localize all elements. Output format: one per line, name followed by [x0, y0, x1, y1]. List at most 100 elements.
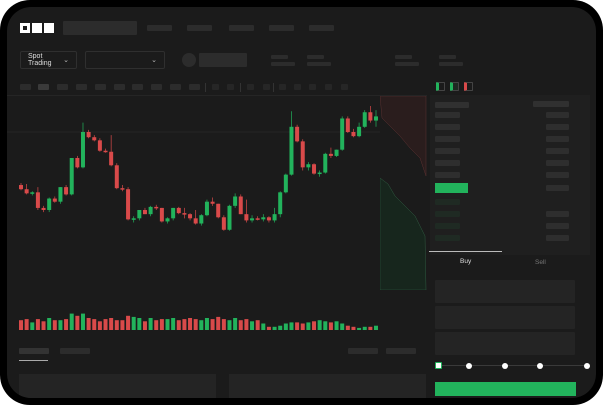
timeframe-button[interactable] — [20, 84, 31, 90]
volume-bar — [334, 321, 339, 330]
drawing-tool-icon[interactable] — [309, 84, 316, 90]
volume-bar — [345, 325, 350, 330]
price-input[interactable] — [435, 280, 575, 303]
orderbook-both-icon[interactable] — [436, 82, 445, 91]
timeframe-button[interactable] — [38, 84, 49, 90]
slider-stop-50[interactable] — [502, 363, 508, 369]
buy-button[interactable] — [435, 382, 576, 396]
nav-item[interactable] — [187, 25, 212, 31]
tab-buy[interactable]: Buy — [460, 258, 472, 265]
volume-bar — [362, 326, 367, 330]
timeframe-button[interactable] — [76, 84, 87, 90]
drawing-tool-icon[interactable] — [247, 84, 254, 90]
candle — [114, 165, 119, 189]
volume-bar — [64, 319, 69, 330]
filter-button[interactable] — [386, 348, 416, 354]
orderbook-bids-icon[interactable] — [450, 82, 459, 91]
candle — [374, 116, 378, 121]
candle — [193, 218, 198, 224]
candle — [92, 137, 97, 141]
candle — [120, 188, 125, 190]
amount-input[interactable] — [435, 306, 575, 329]
candle — [238, 196, 243, 215]
timeframe-button[interactable] — [189, 84, 200, 90]
volume-bar — [69, 313, 74, 330]
volume-bar — [188, 318, 193, 330]
candle — [69, 158, 74, 195]
volume-bar — [210, 319, 215, 330]
ask-amount — [546, 172, 569, 178]
timeframe-button[interactable] — [151, 84, 162, 90]
volume-bar — [328, 322, 333, 330]
timeframe-button[interactable] — [95, 84, 106, 90]
market-type-select[interactable]: Spot Trading ⌄ — [20, 51, 77, 69]
drawing-tool-icon[interactable] — [325, 84, 332, 90]
candle — [19, 185, 23, 190]
volume-bar — [351, 326, 356, 330]
slider-handle[interactable] — [435, 362, 442, 369]
volume-bar — [295, 322, 300, 330]
volume-bar — [283, 323, 288, 330]
drawing-tool-icon[interactable] — [279, 84, 286, 90]
slider-stop-25[interactable] — [466, 363, 472, 369]
volume-bar — [171, 318, 176, 330]
orderbook-asks-icon[interactable] — [464, 82, 473, 91]
timeframe-button[interactable] — [132, 84, 143, 90]
ask-amount — [546, 124, 569, 130]
ask-amount — [546, 136, 569, 142]
tab-open-orders[interactable] — [19, 348, 49, 354]
tab-sell[interactable]: Sell — [535, 259, 546, 266]
slider-stop-100[interactable] — [584, 363, 590, 369]
coin-icon — [182, 53, 196, 67]
drawing-tool-icon[interactable] — [263, 84, 270, 90]
volume-bar — [300, 323, 305, 330]
volume-bar — [317, 320, 322, 330]
search-bar[interactable] — [63, 21, 137, 35]
candle — [266, 217, 271, 221]
drawing-tool-icon[interactable] — [227, 84, 234, 90]
bid-amount — [546, 235, 569, 241]
nav-item[interactable] — [269, 25, 294, 31]
stat-label — [439, 55, 456, 59]
slider-track[interactable] — [439, 365, 589, 366]
timeframe-button[interactable] — [57, 84, 68, 90]
volume-bar — [154, 320, 159, 330]
ask-amount — [546, 112, 569, 118]
candlestick-chart[interactable] — [7, 96, 427, 336]
candle — [154, 206, 159, 209]
bid-price — [435, 199, 460, 205]
nav-item[interactable] — [309, 25, 334, 31]
stat-label — [307, 55, 324, 59]
volume-bar — [52, 320, 57, 330]
candle — [312, 164, 317, 174]
candle — [75, 158, 80, 168]
slider-stop-75[interactable] — [537, 363, 543, 369]
filter-button[interactable] — [348, 348, 378, 354]
volume-bar — [250, 321, 255, 330]
timeframe-button[interactable] — [114, 84, 125, 90]
candle — [131, 218, 136, 220]
pair-select[interactable]: ⌄ — [85, 51, 165, 69]
total-input[interactable] — [435, 332, 575, 355]
candle — [250, 218, 255, 221]
tab-order-history[interactable] — [60, 348, 90, 354]
nav-item[interactable] — [147, 25, 172, 31]
drawing-tool-icon[interactable] — [341, 84, 348, 90]
drawing-tool-icon[interactable] — [212, 84, 219, 90]
ask-price — [435, 112, 460, 118]
timeframe-button[interactable] — [170, 84, 181, 90]
volume-bar — [306, 322, 311, 330]
volume-bar — [261, 323, 266, 330]
nav-item[interactable] — [229, 25, 254, 31]
volume-bar — [137, 318, 142, 330]
candle — [142, 210, 147, 215]
stat-value — [307, 62, 331, 66]
volume-bar — [120, 320, 125, 330]
volume-bar — [238, 320, 243, 330]
volume-bar — [103, 319, 108, 330]
okx-logo[interactable] — [20, 23, 58, 33]
positions-panel — [229, 374, 426, 398]
assets-panel — [19, 374, 216, 398]
volume-bar — [289, 322, 294, 330]
drawing-tool-icon[interactable] — [294, 84, 301, 90]
